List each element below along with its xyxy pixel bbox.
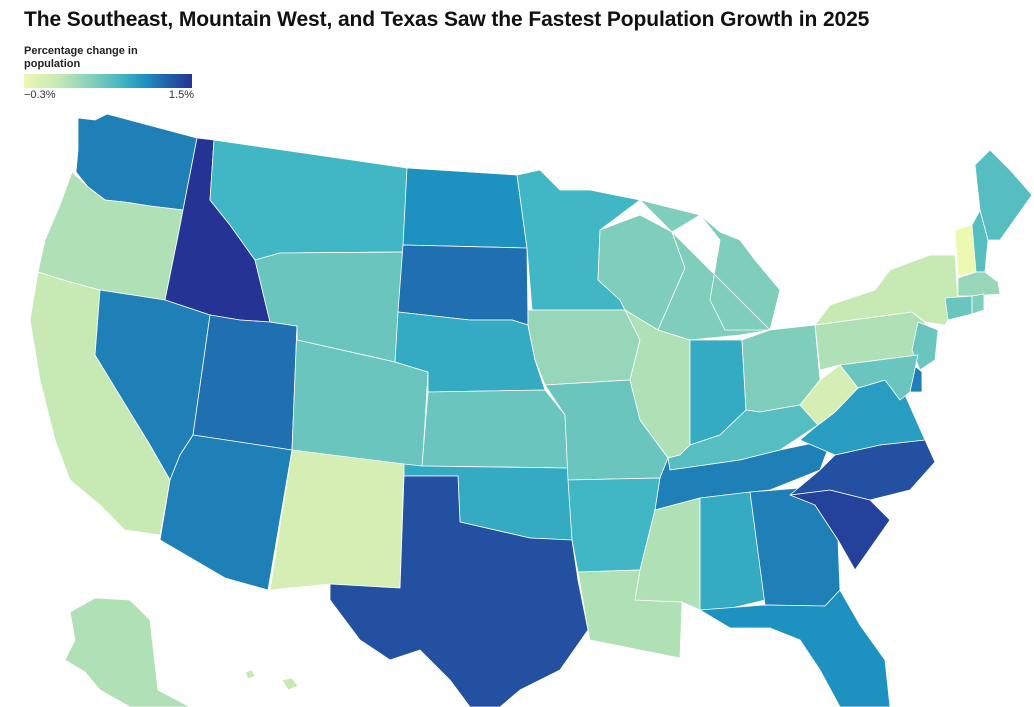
state-SD[interactable] xyxy=(397,244,529,326)
state-ND[interactable] xyxy=(402,167,528,249)
state-MI[interactable] xyxy=(639,199,781,341)
state-AK[interactable] xyxy=(64,597,191,707)
legend-ticks: −0.3% 1.5% xyxy=(24,88,194,102)
legend-max-label: 1.5% xyxy=(168,89,194,101)
color-legend: Percentage change in population −0.3% 1.… xyxy=(24,45,194,102)
state-MA[interactable] xyxy=(957,271,1001,297)
state-HI[interactable] xyxy=(244,669,299,691)
state-NJ[interactable] xyxy=(911,321,939,371)
state-AZ[interactable] xyxy=(159,434,293,591)
state-UT[interactable] xyxy=(192,314,298,451)
state-RI[interactable] xyxy=(971,293,985,315)
state-IA[interactable] xyxy=(527,309,641,386)
state-NE[interactable] xyxy=(394,311,546,393)
state-CT[interactable] xyxy=(944,295,973,321)
state-NY[interactable] xyxy=(814,254,959,326)
state-ME[interactable] xyxy=(974,149,1033,241)
state-FL[interactable] xyxy=(699,589,891,707)
state-KS[interactable] xyxy=(421,389,569,469)
state-NM[interactable] xyxy=(269,449,405,591)
state-AL[interactable] xyxy=(699,491,766,613)
state-MD[interactable] xyxy=(839,354,919,401)
state-TX[interactable] xyxy=(329,475,589,707)
page-title: The Southeast, Mountain West, and Texas … xyxy=(24,8,870,31)
legend-title: Percentage change in population xyxy=(24,45,138,70)
legend-min-label: −0.3% xyxy=(24,89,56,101)
legend-gradient-bar xyxy=(24,74,192,88)
